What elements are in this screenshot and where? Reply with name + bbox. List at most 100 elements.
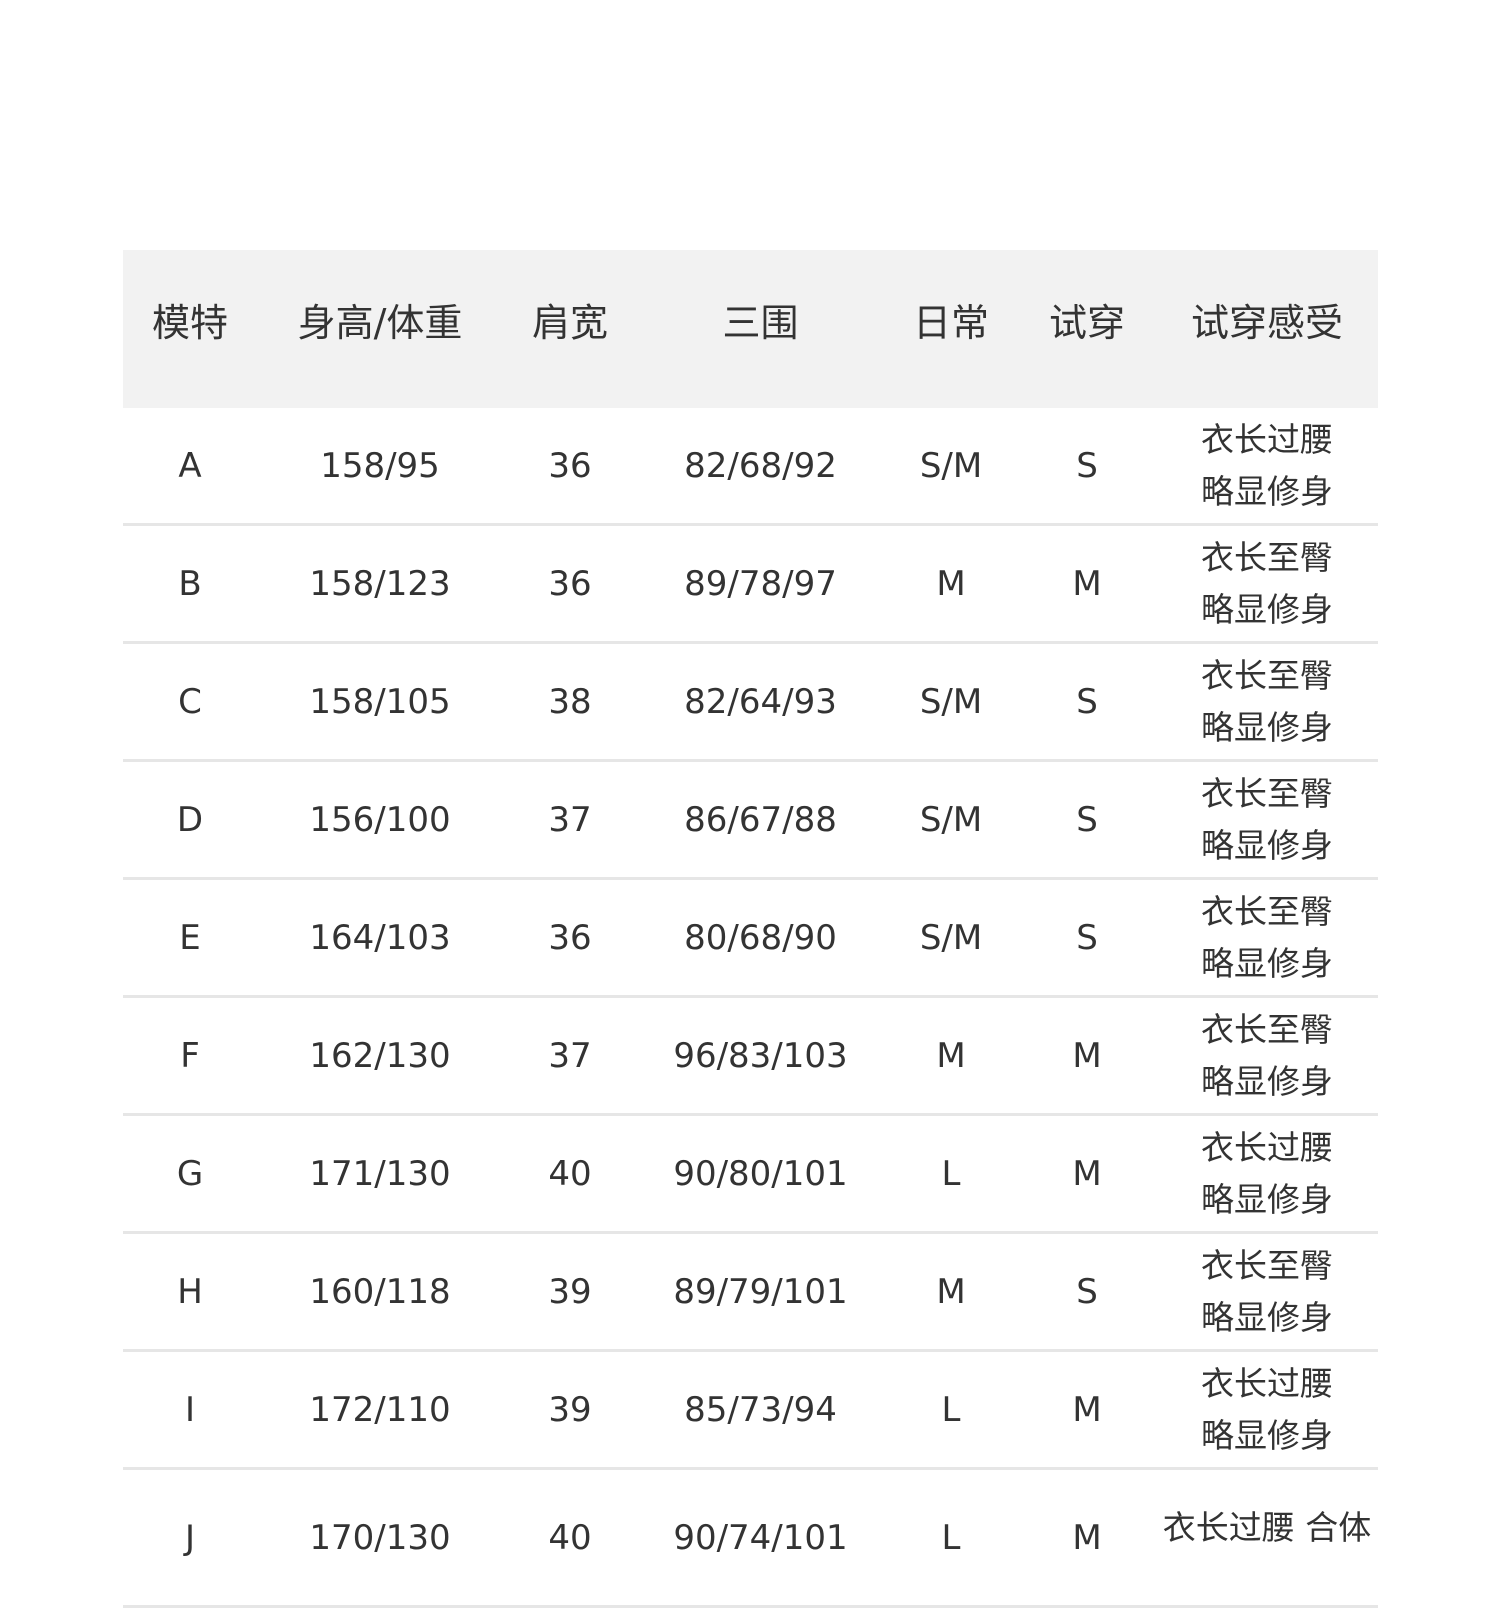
- measurements-cell: 96/83/103: [637, 996, 884, 1116]
- table-row: J 170/130 40 90/74/101 L M 衣长过腰 合体: [123, 1468, 1378, 1608]
- fit-feel-cell: 衣长至臀 略显修身: [1156, 642, 1378, 762]
- fit-feel-line: 略显修身: [1201, 825, 1333, 865]
- height-weight-cell: 158/105: [257, 642, 503, 762]
- model-cell: H: [123, 1232, 257, 1352]
- tried-size-cell: M: [1018, 1350, 1156, 1470]
- fit-feel-line: 衣长过腰: [1201, 419, 1333, 459]
- model-cell: C: [123, 642, 257, 762]
- height-weight-cell: 156/100: [257, 760, 503, 880]
- size-fitting-table: 模特 身高/体重 肩宽 三围 日常 试穿 试穿感受 A 158/95 36 82/68…: [123, 250, 1378, 1608]
- fit-feel-line: 略显修身: [1201, 1061, 1333, 1101]
- shoulder-cell: 36: [503, 878, 637, 998]
- fit-feel-line: 略显修身: [1201, 943, 1333, 983]
- table-row: H 160/118 39 89/79/101 M S 衣长至臀 略显修身: [123, 1232, 1378, 1352]
- table-row: A 158/95 36 82/68/92 S/M S 衣长过腰 略显修身: [123, 408, 1378, 526]
- fit-feel-cell: 衣长至臀 略显修身: [1156, 1232, 1378, 1352]
- fit-feel-line: 衣长至臀: [1201, 891, 1333, 931]
- daily-size-cell: L: [884, 1114, 1018, 1234]
- fit-feel-line: 略显修身: [1201, 589, 1333, 629]
- shoulder-cell: 38: [503, 642, 637, 762]
- shoulder-cell: 37: [503, 996, 637, 1116]
- height-weight-cell: 162/130: [257, 996, 503, 1116]
- shoulder-cell: 39: [503, 1350, 637, 1470]
- height-weight-cell: 171/130: [257, 1114, 503, 1234]
- table-row: I 172/110 39 85/73/94 L M 衣长过腰 略显修身: [123, 1350, 1378, 1470]
- daily-size-cell: L: [884, 1468, 1018, 1608]
- measurements-cell: 89/79/101: [637, 1232, 884, 1352]
- model-cell: G: [123, 1114, 257, 1234]
- model-cell: A: [123, 408, 257, 526]
- tried-size-cell: S: [1018, 760, 1156, 880]
- model-cell: F: [123, 996, 257, 1116]
- model-cell: J: [123, 1468, 257, 1608]
- height-weight-cell: 160/118: [257, 1232, 503, 1352]
- height-weight-cell: 172/110: [257, 1350, 503, 1470]
- height-weight-cell: 170/130: [257, 1468, 503, 1608]
- header-fit-feel: 试穿感受: [1156, 250, 1378, 408]
- table-row: D 156/100 37 86/67/88 S/M S 衣长至臀 略显修身: [123, 760, 1378, 880]
- daily-size-cell: S/M: [884, 642, 1018, 762]
- measurements-cell: 90/74/101: [637, 1468, 884, 1608]
- height-weight-cell: 158/95: [257, 408, 503, 526]
- table-row: F 162/130 37 96/83/103 M M 衣长至臀 略显修身: [123, 996, 1378, 1116]
- daily-size-cell: S/M: [884, 878, 1018, 998]
- measurements-cell: 82/68/92: [637, 408, 884, 526]
- table-row: E 164/103 36 80/68/90 S/M S 衣长至臀 略显修身: [123, 878, 1378, 998]
- table-row: B 158/123 36 89/78/97 M M 衣长至臀 略显修身: [123, 524, 1378, 644]
- tried-size-cell: S: [1018, 1232, 1156, 1352]
- fit-feel-line: 略显修身: [1201, 707, 1333, 747]
- measurements-cell: 90/80/101: [637, 1114, 884, 1234]
- table-row: G 171/130 40 90/80/101 L M 衣长过腰 略显修身: [123, 1114, 1378, 1234]
- measurements-cell: 86/67/88: [637, 760, 884, 880]
- fit-feel-cell: 衣长至臀 略显修身: [1156, 878, 1378, 998]
- fit-feel-cell: 衣长过腰 略显修身: [1156, 408, 1378, 526]
- tried-size-cell: M: [1018, 1468, 1156, 1608]
- fit-feel-line: 衣长至臀: [1201, 537, 1333, 577]
- daily-size-cell: M: [884, 1232, 1018, 1352]
- tried-size-cell: M: [1018, 524, 1156, 644]
- shoulder-cell: 37: [503, 760, 637, 880]
- header-model: 模特: [123, 250, 257, 408]
- fit-feel-cell: 衣长过腰 合体: [1156, 1468, 1378, 1608]
- daily-size-cell: L: [884, 1350, 1018, 1470]
- fit-feel-line: 衣长过腰 合体: [1162, 1507, 1372, 1547]
- header-height-weight: 身高/体重: [257, 250, 503, 408]
- measurements-cell: 80/68/90: [637, 878, 884, 998]
- tried-size-cell: S: [1018, 878, 1156, 998]
- fit-feel-line: 衣长至臀: [1201, 1245, 1333, 1285]
- fit-feel-cell: 衣长至臀 略显修身: [1156, 996, 1378, 1116]
- height-weight-cell: 158/123: [257, 524, 503, 644]
- tried-size-cell: M: [1018, 1114, 1156, 1234]
- daily-size-cell: M: [884, 996, 1018, 1116]
- measurements-cell: 85/73/94: [637, 1350, 884, 1470]
- fit-feel-cell: 衣长过腰 略显修身: [1156, 1114, 1378, 1234]
- table-header-row: 模特 身高/体重 肩宽 三围 日常 试穿 试穿感受: [123, 250, 1378, 408]
- shoulder-cell: 39: [503, 1232, 637, 1352]
- fit-feel-line: 略显修身: [1201, 1179, 1333, 1219]
- daily-size-cell: S/M: [884, 760, 1018, 880]
- shoulder-cell: 40: [503, 1468, 637, 1608]
- fit-feel-line: 衣长过腰: [1201, 1127, 1333, 1167]
- height-weight-cell: 164/103: [257, 878, 503, 998]
- measurements-cell: 89/78/97: [637, 524, 884, 644]
- fit-feel-cell: 衣长至臀 略显修身: [1156, 760, 1378, 880]
- measurements-cell: 82/64/93: [637, 642, 884, 762]
- tried-size-cell: S: [1018, 408, 1156, 526]
- fit-feel-line: 略显修身: [1201, 1297, 1333, 1337]
- model-cell: D: [123, 760, 257, 880]
- tried-size-cell: S: [1018, 642, 1156, 762]
- fit-feel-cell: 衣长至臀 略显修身: [1156, 524, 1378, 644]
- model-cell: E: [123, 878, 257, 998]
- header-daily-size: 日常: [884, 250, 1018, 408]
- fit-feel-line: 衣长至臀: [1201, 655, 1333, 695]
- fit-feel-line: 衣长至臀: [1201, 1009, 1333, 1049]
- tried-size-cell: M: [1018, 996, 1156, 1116]
- fit-feel-line: 衣长至臀: [1201, 773, 1333, 813]
- table-row: C 158/105 38 82/64/93 S/M S 衣长至臀 略显修身: [123, 642, 1378, 762]
- model-cell: I: [123, 1350, 257, 1470]
- fit-feel-line: 衣长过腰: [1201, 1363, 1333, 1403]
- header-measurements: 三围: [637, 250, 884, 408]
- fit-feel-cell: 衣长过腰 略显修身: [1156, 1350, 1378, 1470]
- header-shoulder: 肩宽: [503, 250, 637, 408]
- daily-size-cell: M: [884, 524, 1018, 644]
